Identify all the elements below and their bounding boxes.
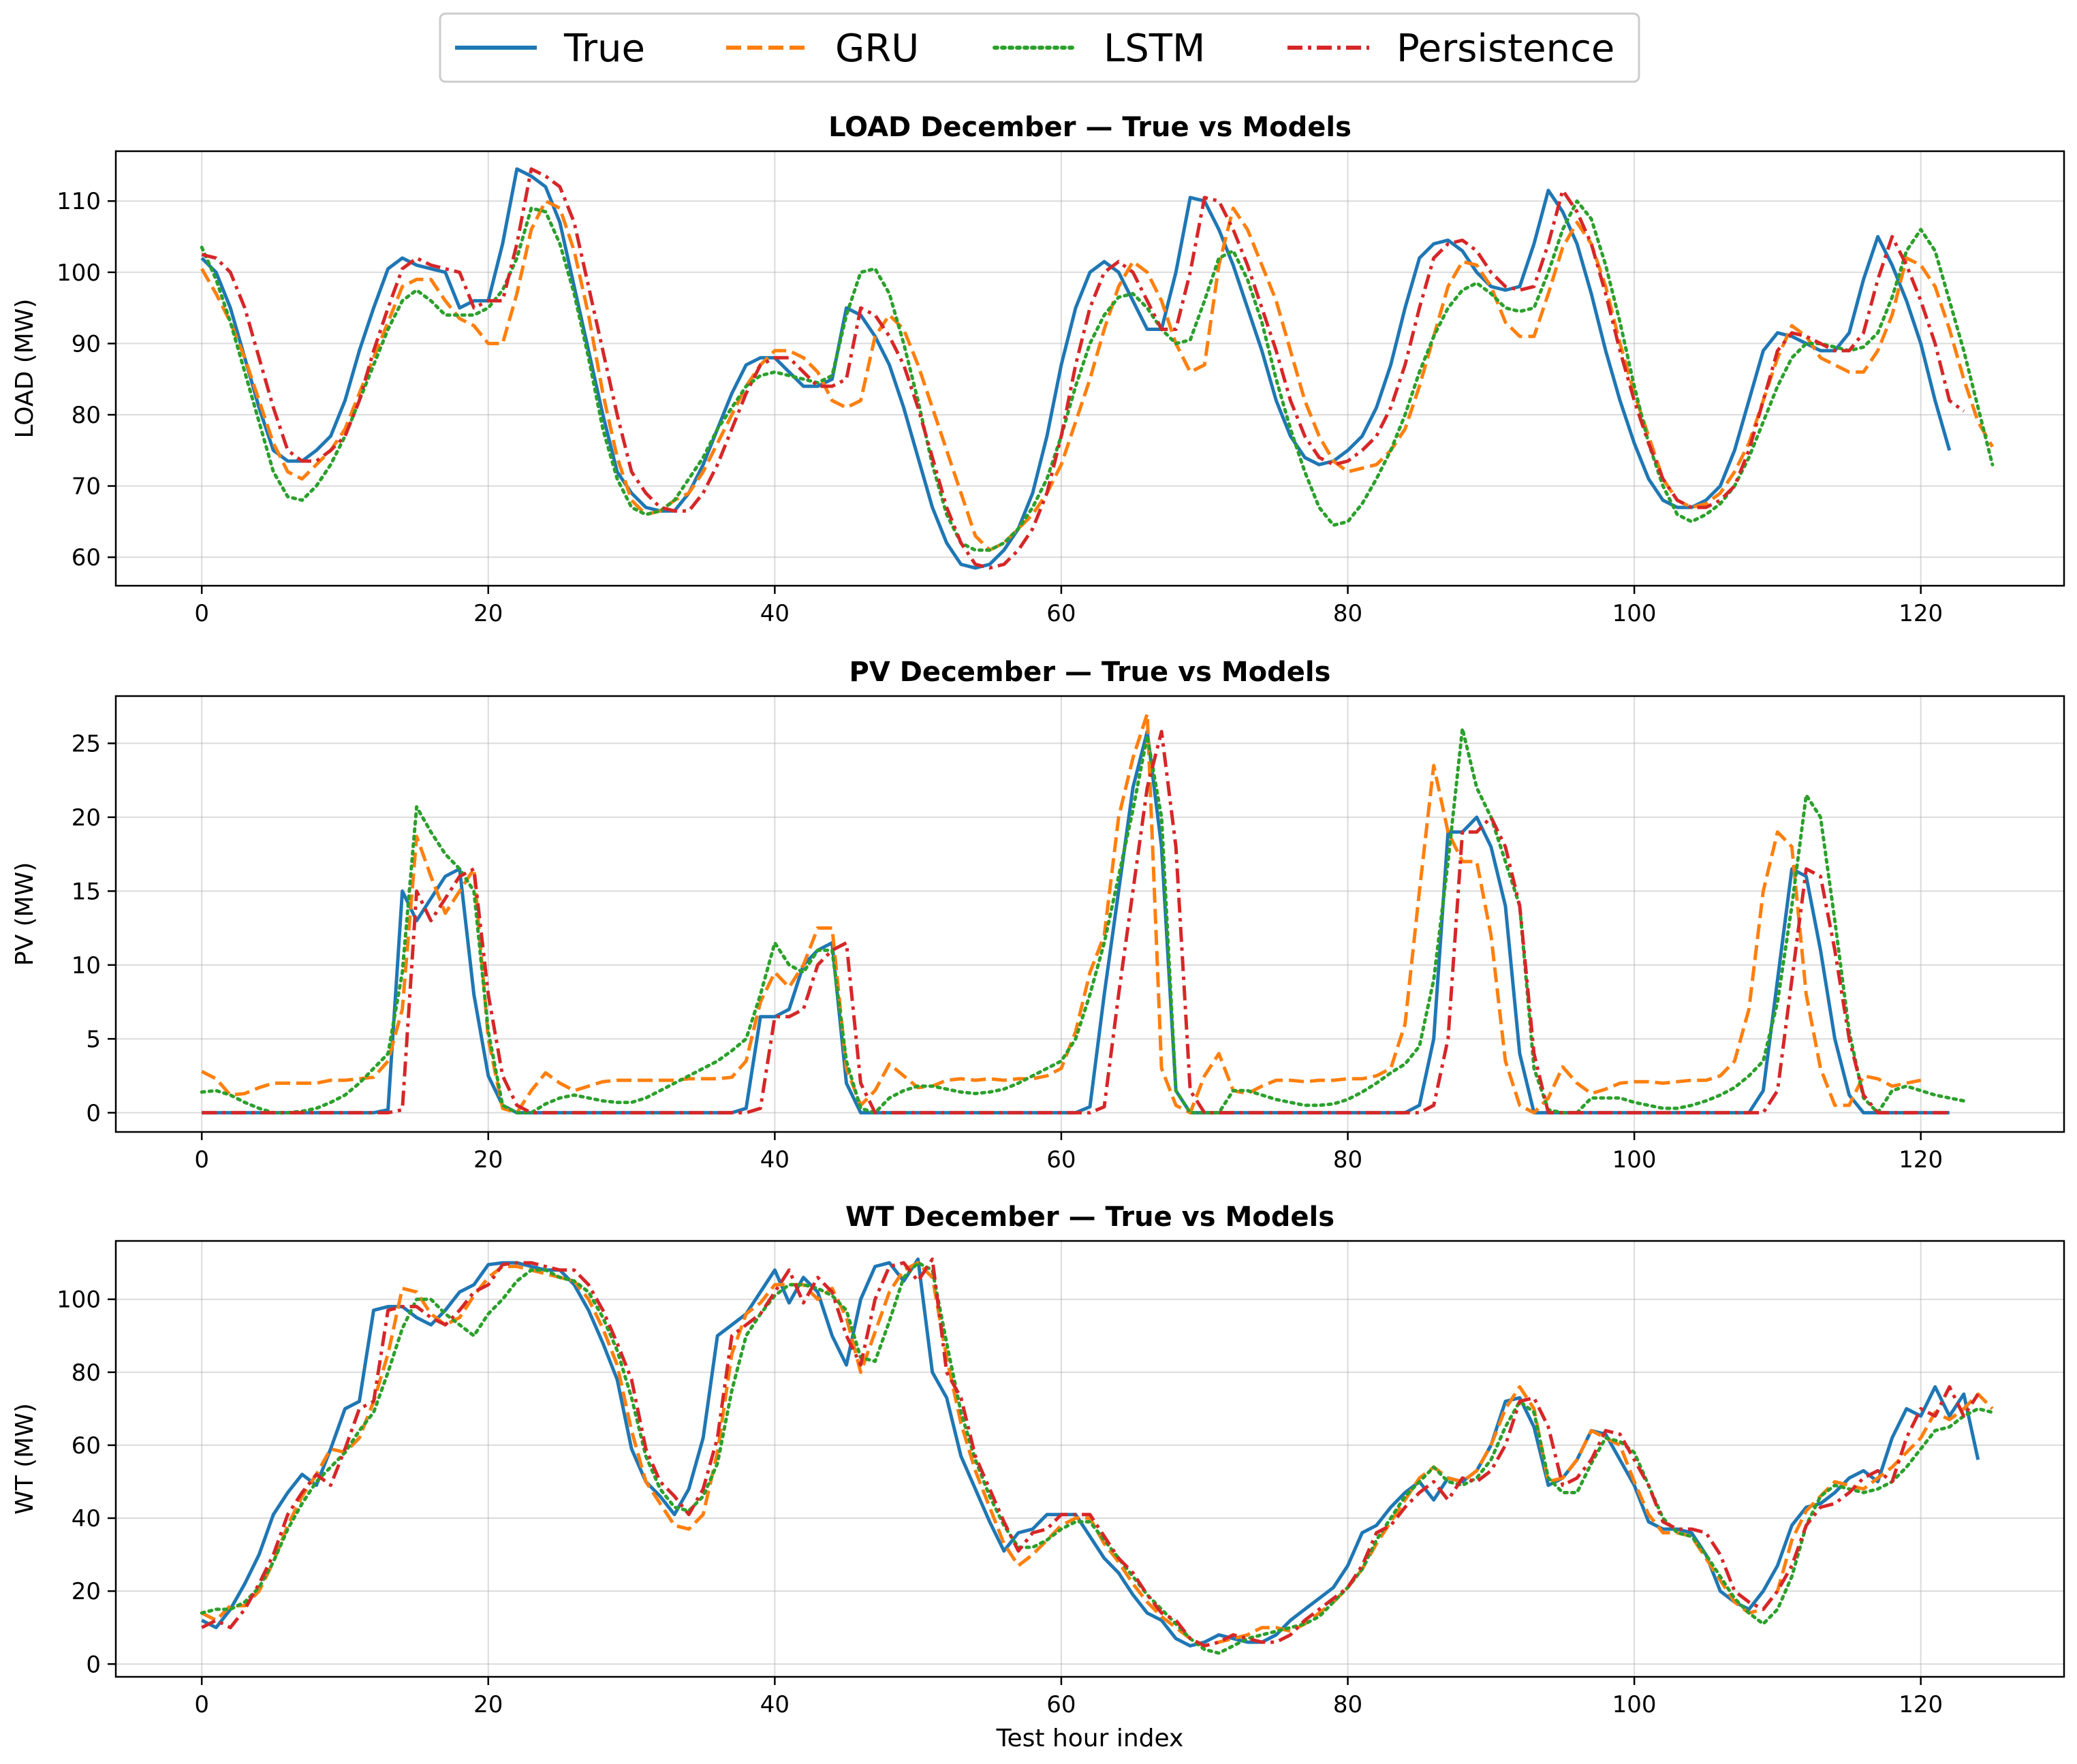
panel-wt: 0 20 40 60 80 100 120 0 20 40 60 80 100 WT December —… [11, 1201, 2065, 1752]
y-tick-label: 70 [72, 473, 101, 501]
x-tick-label: 100 [1612, 600, 1657, 627]
y-tick-label: 100 [57, 259, 101, 287]
y-tick-label: 80 [72, 402, 101, 429]
legend-label-gru: GRU [835, 27, 919, 71]
series-line-true [201, 1257, 1980, 1648]
y-tick-label: 20 [72, 804, 101, 832]
y-tick-label: 40 [72, 1505, 101, 1532]
series-group-pv [200, 712, 1966, 1115]
series-line-persistence [202, 729, 1950, 1115]
y-tick-label: 5 [86, 1026, 101, 1053]
x-tick-label: 60 [1046, 1146, 1076, 1174]
series-line-true [202, 729, 1950, 1115]
x-tick-label: 120 [1899, 1691, 1943, 1718]
series-line-lstm [200, 1261, 1995, 1655]
y-tick-label: 20 [72, 1578, 101, 1605]
series-group-wt [200, 1257, 1995, 1655]
series-line-gru [200, 199, 1995, 552]
x-tick-label: 0 [194, 1691, 209, 1718]
y-tick-label: 15 [72, 878, 101, 905]
y-tick-label: 100 [57, 1287, 101, 1314]
grid-wt [116, 1241, 2064, 1677]
y-axis-label-pv: PV (MW) [11, 862, 39, 966]
x-axis-label: Test hour index [996, 1724, 1184, 1752]
legend-entry-lstm: LSTM [993, 27, 1205, 71]
panel-load: 0 20 40 60 80 100 120 60 70 80 90 100 110 LOAD Decemb… [11, 112, 2065, 627]
y-axis-label-wt: WT (MW) [11, 1403, 39, 1515]
axes-frame-wt [114, 1240, 2065, 1678]
y-tick-label: 10 [72, 952, 101, 979]
y-tick-label: 0 [86, 1100, 101, 1127]
x-tick-label: 0 [194, 1146, 209, 1174]
x-tick-label: 120 [1899, 600, 1943, 627]
x-tick-label: 20 [473, 1691, 503, 1718]
x-tick-label: 20 [473, 1146, 503, 1174]
legend-entry-true: True [455, 27, 645, 71]
x-tick-label: 60 [1046, 600, 1076, 627]
axes-frame-pv [114, 695, 2065, 1133]
x-tick-label: 60 [1046, 1691, 1076, 1718]
series-line-true [200, 167, 1952, 570]
y-tick-label: 80 [72, 1359, 101, 1387]
x-tick-label: 40 [760, 600, 790, 627]
x-tick-label: 20 [473, 600, 503, 627]
series-line-lstm [200, 727, 1966, 1115]
y-tick-label: 110 [57, 188, 101, 215]
panel-pv: 0 20 40 60 80 100 120 0 5 10 15 20 25 PV December — T… [11, 657, 2065, 1174]
x-tick-label: 0 [194, 600, 209, 627]
legend-label-true: True [563, 27, 645, 71]
series-group-load [200, 167, 1995, 570]
x-tick-label: 40 [760, 1691, 790, 1718]
panel-title-pv: PV December — True vs Models [849, 657, 1331, 688]
y-tick-label: 0 [86, 1651, 101, 1678]
x-tick-label: 80 [1333, 1146, 1362, 1174]
series-line-gru [201, 1261, 1994, 1648]
y-tick-label: 60 [72, 544, 101, 571]
x-tick-label: 80 [1333, 1691, 1362, 1718]
legend: True GRU LSTM Persistence [439, 12, 1640, 83]
legend-label-persistence: Persistence [1396, 27, 1614, 71]
legend-label-lstm: LSTM [1104, 27, 1205, 71]
panel-title-wt: WT December — True vs Models [845, 1201, 1334, 1233]
y-tick-label: 60 [72, 1432, 101, 1460]
x-tick-label: 100 [1612, 1691, 1657, 1718]
series-line-gru [201, 712, 1922, 1115]
series-line-persistence [201, 1257, 1980, 1648]
panel-title-load: LOAD December — True vs Models [828, 112, 1352, 143]
series-line-lstm [200, 199, 1995, 552]
x-tick-label: 120 [1899, 1146, 1943, 1174]
y-tick-label: 25 [72, 730, 101, 757]
y-tick-label: 90 [72, 330, 101, 358]
x-tick-label: 100 [1612, 1146, 1657, 1174]
x-tick-label: 80 [1333, 600, 1362, 627]
legend-entry-gru: GRU [726, 27, 919, 71]
axes-frame-load [114, 150, 2065, 587]
y-axis-label-load: LOAD (MW) [11, 298, 39, 438]
series-line-persistence [201, 167, 1965, 570]
x-tick-label: 40 [760, 1146, 790, 1174]
legend-entry-persistence: Persistence [1287, 27, 1614, 71]
